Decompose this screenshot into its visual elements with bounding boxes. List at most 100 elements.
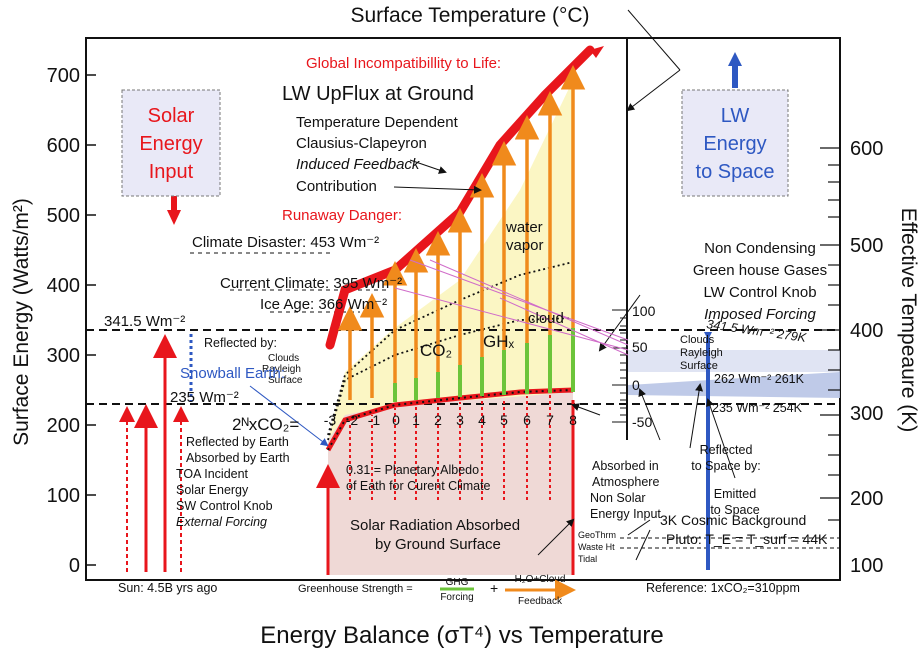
doubling-6: 6	[523, 412, 531, 428]
lw-box-text: LW Energy to Space	[696, 105, 775, 183]
sw-knob-label: SW Control Knob	[176, 499, 273, 513]
h2o-bot: Feedback	[518, 596, 563, 607]
temp-tick-50: 50	[632, 339, 648, 355]
external-label: External Forcing	[176, 515, 267, 529]
tick-left-100: 100	[47, 485, 80, 507]
r-262: 262 Wm⁻² 261K	[714, 372, 805, 386]
vapor-label: vapor	[506, 237, 544, 254]
contribution-label: Contribution	[296, 178, 377, 195]
absorbed-atm-arrows	[349, 395, 551, 500]
pink-lines	[394, 259, 629, 356]
doubling-label: 2ᴺxCO₂=	[232, 415, 299, 434]
doubling-5: 5	[500, 412, 508, 428]
solar-absorbed-fill	[328, 390, 573, 575]
lw-box-l2: Energy	[703, 133, 766, 155]
tick-right-200: 200	[850, 488, 883, 510]
cloud-label: cloud	[528, 310, 564, 327]
title-bottom: Energy Balance (σT⁴) vs Temperature	[260, 622, 664, 649]
water-label: water	[505, 219, 543, 236]
tick-right-400: 400	[850, 320, 883, 342]
y-right-label: Effective Tempeaure (K)	[897, 208, 920, 433]
lw-upflux-arrowhead	[590, 46, 604, 58]
tick-left-0: 0	[69, 555, 80, 577]
non-cond-1: Non Condensing	[704, 240, 816, 257]
solar-arrowhead	[167, 210, 181, 225]
solar-energy-box	[121, 89, 221, 197]
waste-label: Waste Ht	[578, 542, 615, 552]
solar-box-l3: Input	[149, 161, 194, 183]
reflected-earth-label: Reflected by Earth	[186, 435, 289, 449]
y-right-ticks: 600 500 400 300 200 100 0	[850, 138, 883, 577]
temp-tick-100: 100	[632, 303, 656, 319]
sun-label: Sun: 4.5B yrs ago	[118, 581, 217, 595]
emitted-space-band	[628, 372, 840, 398]
h2o-top: H₂O+Cloud	[515, 574, 566, 585]
current-label: Current Climate: 395 Wm⁻²	[220, 275, 402, 292]
reflected-by-label: Reflected by:	[204, 336, 277, 350]
tick-left-400: 400	[47, 275, 80, 297]
reflected-space-band	[628, 350, 840, 372]
cloud-dotted-curve	[327, 317, 574, 441]
doubling-4: 4	[478, 412, 486, 428]
temp-tick-0: 0	[632, 377, 640, 393]
lw-box-l1: LW	[721, 105, 750, 127]
wm235-label: 235 Wm⁻²	[170, 389, 239, 406]
r-clouds: Clouds	[680, 334, 715, 346]
albedo-2: of Eath for Curent Climate	[346, 479, 491, 493]
solar-box-l2: Energy	[139, 133, 202, 155]
snowball-label: Snowball Earth:	[180, 365, 285, 382]
lw-space-box	[681, 89, 789, 197]
absorbed-earth-label: Absorbed by Earth	[186, 451, 290, 465]
clouds-label: Clouds	[268, 353, 299, 364]
iceage-label: Ice Age: 366 Wm⁻²	[260, 296, 387, 313]
doubling-0: 0	[392, 412, 400, 428]
lw-space-arrowhead	[728, 52, 742, 66]
doubling-2: 2	[434, 412, 442, 428]
temp-dep-label: Temperature Dependent	[296, 114, 459, 131]
non-solar-2: Energy Input	[590, 507, 661, 521]
ghg-top: GHG	[446, 577, 469, 588]
y-left-label: Surface Energy (Watts/m²)	[10, 198, 33, 446]
non-cond-2: Green house Gases	[693, 262, 827, 279]
pointer-lines	[249, 9, 736, 561]
toa-1: TOA Incident	[176, 467, 249, 481]
global-label: Global Incompatibillity to Life:	[306, 55, 501, 72]
tick-left-300: 300	[47, 345, 80, 367]
doubling-m1: -1	[368, 412, 381, 428]
solar-input-arrows	[119, 334, 193, 572]
r-rayleigh: Rayleigh	[680, 347, 723, 359]
solar-abs-2: by Ground Surface	[375, 536, 501, 553]
geothrm-label: GeoThrm	[578, 530, 616, 540]
doubling-8: 8	[569, 412, 577, 428]
left-axis-ticks	[86, 74, 96, 566]
gh-strength-label: Greenhouse Strength =	[298, 583, 413, 595]
tick-left-200: 200	[47, 415, 80, 437]
absorbed-atm-2: Atmosphere	[592, 475, 659, 489]
feedback-arrows	[337, 65, 586, 400]
title-top: Surface Temperature (°C)	[350, 4, 589, 27]
wm3415-label: 341.5 Wm⁻²	[104, 313, 185, 330]
tick-left-600: 600	[47, 135, 80, 157]
tick-right-300: 300	[850, 403, 883, 425]
reference-label: Reference: 1xCO₂=310ppm	[646, 581, 800, 595]
doubling-7: 7	[546, 412, 554, 428]
solar-box-text: Solar Energy Input	[139, 105, 202, 183]
ghg-green-bars	[393, 328, 575, 402]
doubling-1: 1	[412, 412, 420, 428]
doubling-m3: -3	[324, 412, 337, 428]
doubling-3: 3	[456, 412, 464, 428]
right-axis-ticks	[820, 147, 840, 521]
absorbed-atm-1: Absorbed in	[592, 459, 659, 473]
doublings: -3 -2 -1 0 1 2 3 4 5 6 7 8	[324, 412, 577, 428]
toa-2: Solar Energy	[176, 483, 249, 497]
co2-label: CO₂	[420, 341, 452, 360]
temp-tick-minus50: -50	[632, 414, 652, 430]
vapor-dotted-curve	[327, 261, 574, 436]
lw-box-l3: to Space	[696, 161, 775, 183]
control-knob-label: LW Control Knob	[703, 284, 816, 301]
emitted-1: Emitted	[714, 487, 756, 501]
ghg-bot: Forcing	[440, 592, 473, 603]
reflected-space-2: to Space by:	[691, 459, 761, 473]
tick-right-100: 100	[850, 555, 883, 577]
